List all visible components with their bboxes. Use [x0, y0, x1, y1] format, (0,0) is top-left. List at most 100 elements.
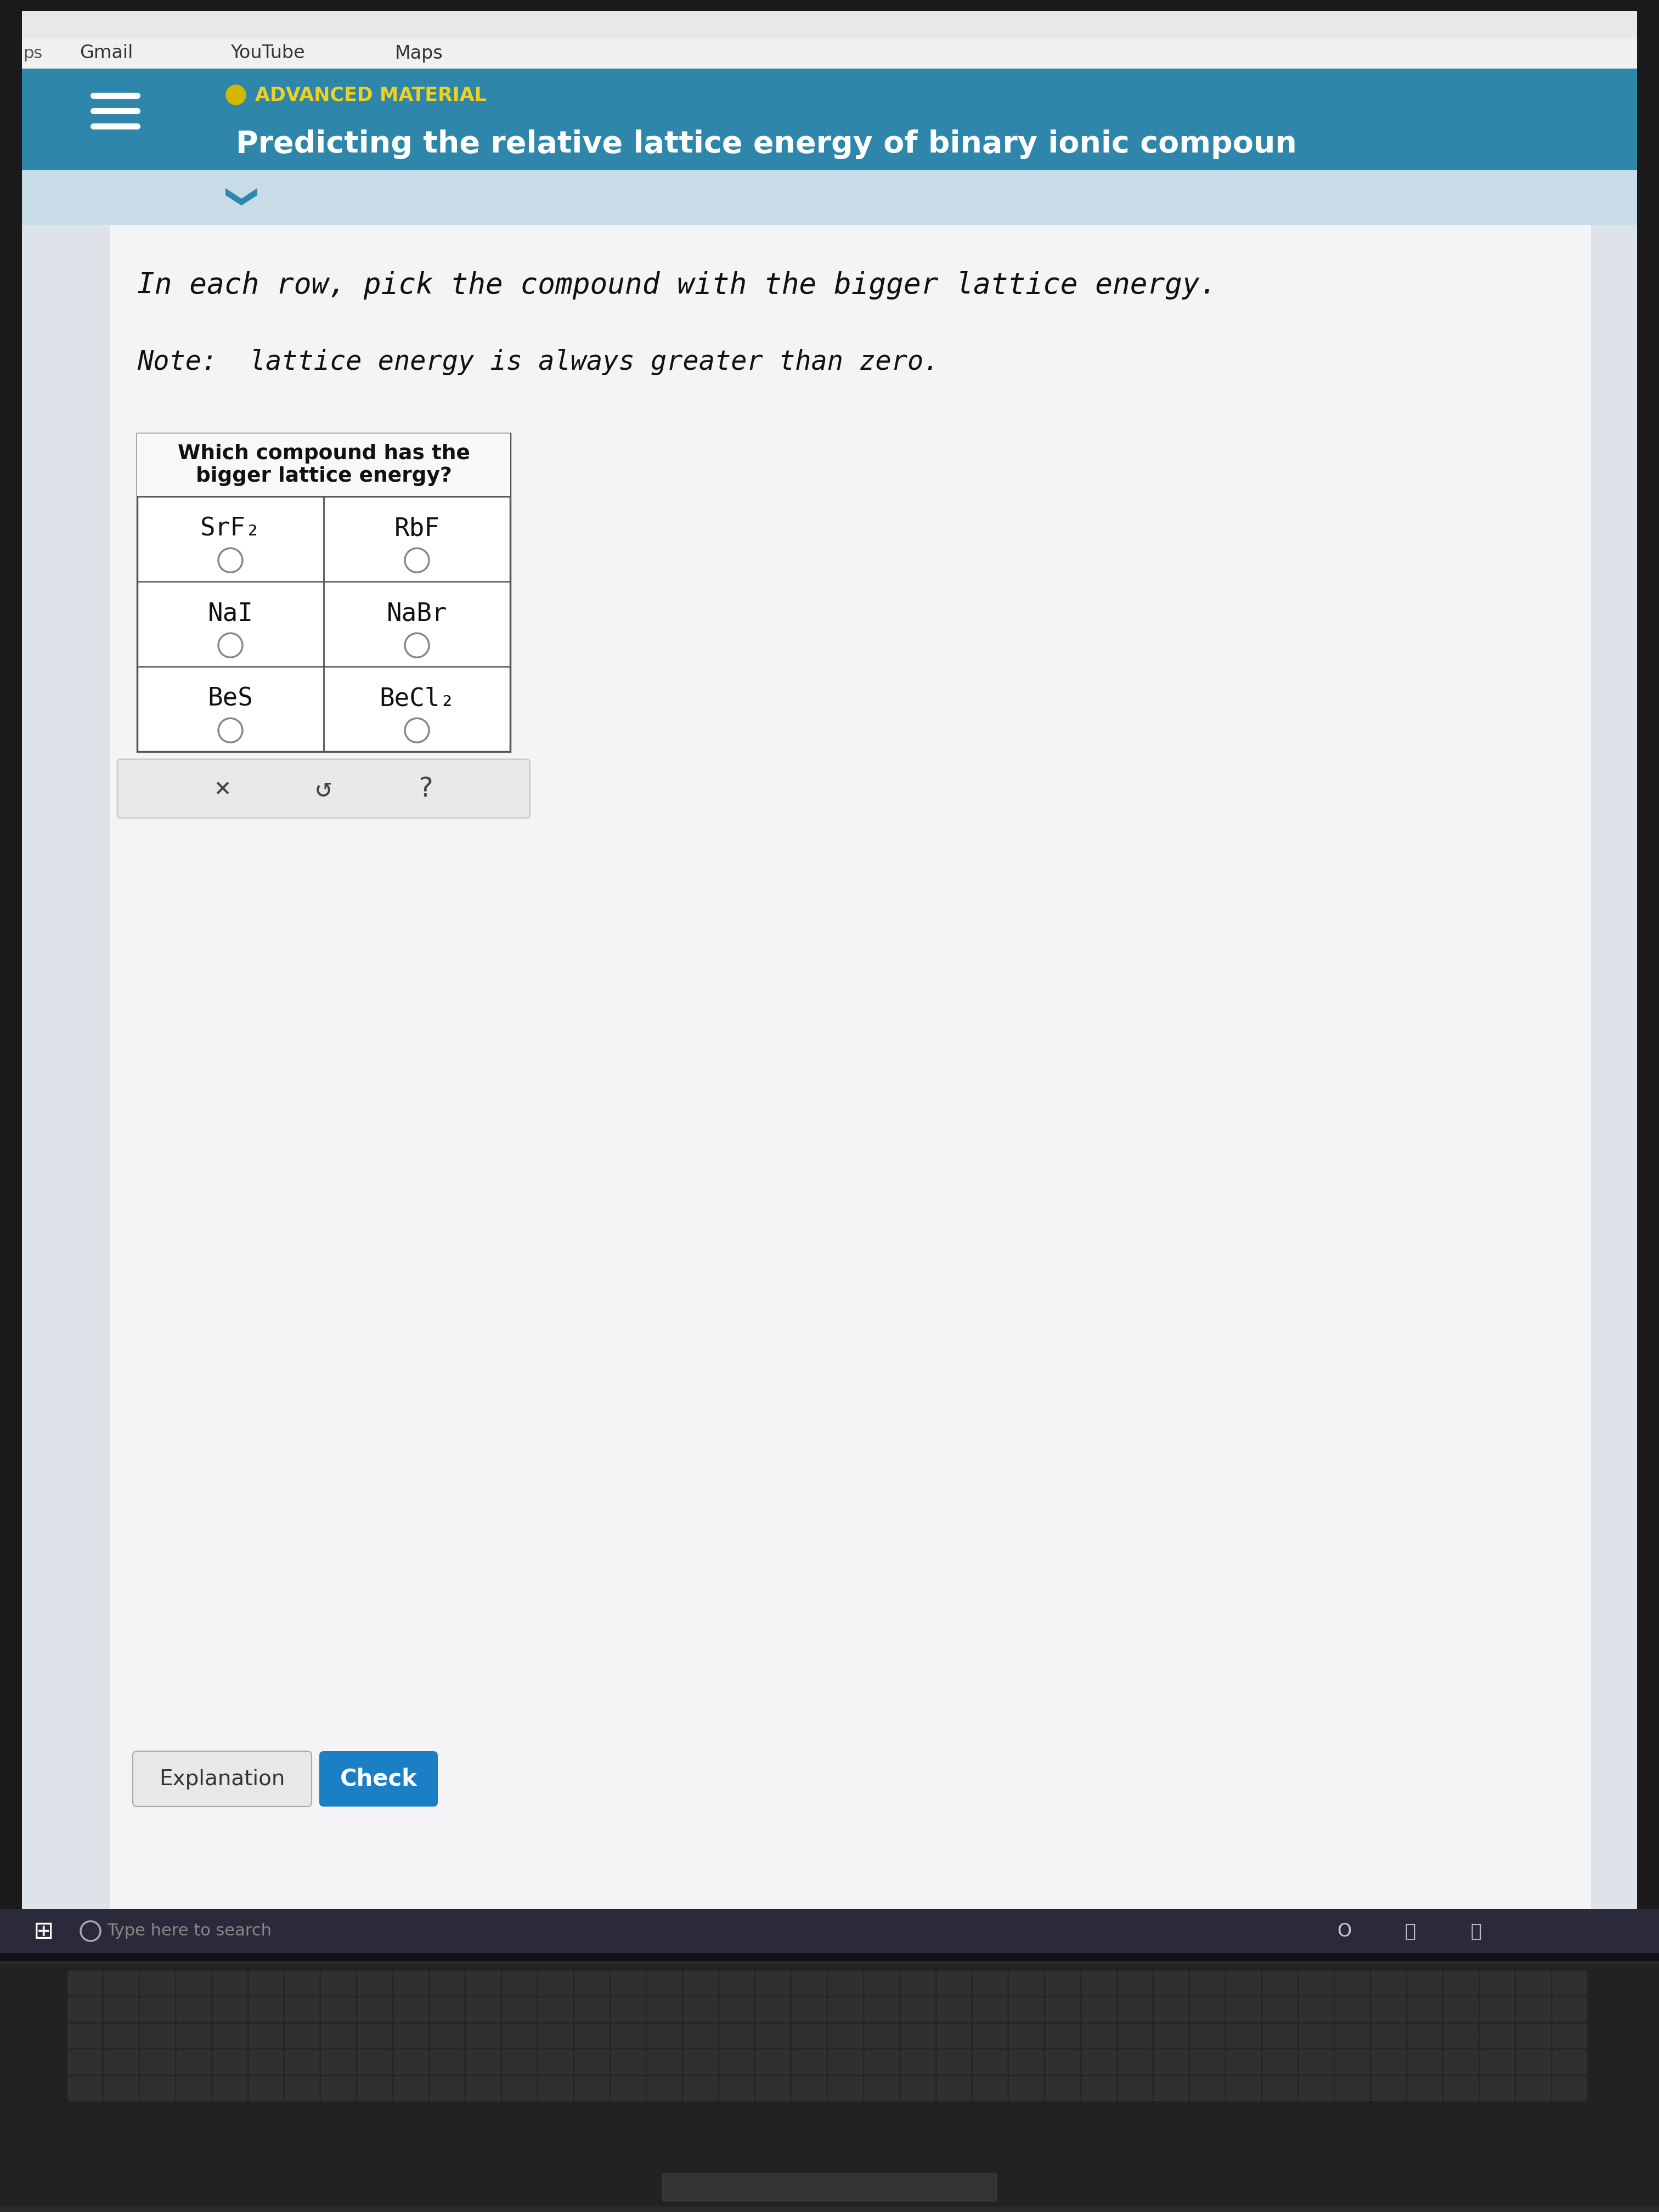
FancyBboxPatch shape	[139, 1971, 174, 1995]
FancyBboxPatch shape	[393, 2024, 428, 2048]
FancyBboxPatch shape	[755, 1997, 791, 2022]
FancyBboxPatch shape	[1553, 2024, 1588, 2048]
Text: Explanation: Explanation	[159, 1767, 285, 1790]
FancyBboxPatch shape	[972, 2075, 1007, 2101]
FancyBboxPatch shape	[936, 1997, 972, 2022]
Text: Note:  lattice energy is always greater than zero.: Note: lattice energy is always greater t…	[138, 349, 939, 376]
FancyBboxPatch shape	[103, 2024, 139, 2048]
FancyBboxPatch shape	[1370, 2051, 1407, 2075]
FancyBboxPatch shape	[176, 1997, 211, 2022]
FancyBboxPatch shape	[538, 2075, 574, 2101]
FancyBboxPatch shape	[828, 1997, 863, 2022]
FancyBboxPatch shape	[176, 2075, 211, 2101]
FancyBboxPatch shape	[1082, 2024, 1117, 2048]
Text: Maps: Maps	[395, 44, 443, 62]
FancyBboxPatch shape	[68, 1997, 103, 2022]
FancyBboxPatch shape	[285, 2051, 320, 2075]
FancyBboxPatch shape	[1553, 1971, 1588, 1995]
FancyBboxPatch shape	[1335, 1997, 1370, 2022]
FancyBboxPatch shape	[1226, 2075, 1261, 2101]
Text: BeS: BeS	[207, 686, 254, 712]
FancyBboxPatch shape	[357, 1997, 392, 2022]
FancyBboxPatch shape	[1190, 2075, 1224, 2101]
FancyBboxPatch shape	[133, 1752, 312, 1807]
FancyBboxPatch shape	[864, 2051, 899, 2075]
FancyBboxPatch shape	[1118, 1997, 1153, 2022]
Text: ❯: ❯	[221, 186, 252, 215]
FancyBboxPatch shape	[285, 2075, 320, 2101]
FancyBboxPatch shape	[1299, 2075, 1334, 2101]
FancyBboxPatch shape	[320, 1971, 357, 1995]
FancyBboxPatch shape	[1118, 1971, 1153, 1995]
FancyBboxPatch shape	[1082, 2051, 1117, 2075]
FancyBboxPatch shape	[1045, 2051, 1080, 2075]
FancyBboxPatch shape	[1407, 2051, 1442, 2075]
FancyBboxPatch shape	[1153, 2024, 1190, 2048]
FancyBboxPatch shape	[864, 2075, 899, 2101]
FancyBboxPatch shape	[611, 2051, 645, 2075]
FancyBboxPatch shape	[357, 1971, 392, 1995]
Text: ×: ×	[214, 776, 231, 801]
Text: In each row, pick the compound with the bigger lattice energy.: In each row, pick the compound with the …	[138, 272, 1218, 299]
FancyBboxPatch shape	[285, 2024, 320, 2048]
FancyBboxPatch shape	[1407, 1971, 1442, 1995]
FancyBboxPatch shape	[1480, 2051, 1515, 2075]
FancyBboxPatch shape	[684, 1997, 718, 2022]
FancyBboxPatch shape	[1190, 1971, 1224, 1995]
FancyBboxPatch shape	[357, 2024, 392, 2048]
FancyBboxPatch shape	[574, 2051, 609, 2075]
FancyBboxPatch shape	[1009, 2024, 1044, 2048]
FancyBboxPatch shape	[466, 1997, 501, 2022]
FancyBboxPatch shape	[249, 2024, 284, 2048]
FancyBboxPatch shape	[1153, 2051, 1190, 2075]
FancyBboxPatch shape	[393, 1971, 428, 1995]
FancyBboxPatch shape	[319, 1752, 438, 1807]
FancyBboxPatch shape	[1335, 2024, 1370, 2048]
FancyBboxPatch shape	[466, 2075, 501, 2101]
FancyBboxPatch shape	[357, 2051, 392, 2075]
FancyBboxPatch shape	[720, 2051, 755, 2075]
FancyBboxPatch shape	[791, 1971, 826, 1995]
FancyBboxPatch shape	[1153, 2075, 1190, 2101]
FancyBboxPatch shape	[574, 1997, 609, 2022]
FancyBboxPatch shape	[0, 0, 1659, 1964]
FancyBboxPatch shape	[755, 1971, 791, 1995]
FancyBboxPatch shape	[574, 2024, 609, 2048]
FancyBboxPatch shape	[1370, 1971, 1407, 1995]
FancyBboxPatch shape	[103, 2075, 139, 2101]
FancyBboxPatch shape	[1190, 2051, 1224, 2075]
FancyBboxPatch shape	[285, 1997, 320, 2022]
FancyBboxPatch shape	[68, 2024, 103, 2048]
FancyBboxPatch shape	[320, 1997, 357, 2022]
FancyBboxPatch shape	[828, 2075, 863, 2101]
FancyBboxPatch shape	[1190, 1997, 1224, 2022]
FancyBboxPatch shape	[828, 1971, 863, 1995]
FancyBboxPatch shape	[1516, 2075, 1551, 2101]
Text: ⊞: ⊞	[33, 1920, 55, 1942]
FancyBboxPatch shape	[647, 1997, 682, 2022]
Text: RbF: RbF	[395, 515, 440, 542]
FancyBboxPatch shape	[249, 1971, 284, 1995]
FancyBboxPatch shape	[109, 226, 1591, 1909]
FancyBboxPatch shape	[538, 1997, 574, 2022]
FancyBboxPatch shape	[1118, 2024, 1153, 2048]
FancyBboxPatch shape	[1299, 1971, 1334, 1995]
FancyBboxPatch shape	[1153, 1971, 1190, 1995]
Text: BeCl₂: BeCl₂	[378, 686, 455, 712]
FancyBboxPatch shape	[68, 2075, 103, 2101]
FancyBboxPatch shape	[22, 170, 1637, 226]
Text: NaI: NaI	[207, 602, 254, 626]
Text: O: O	[1337, 1922, 1352, 1940]
FancyBboxPatch shape	[901, 1971, 936, 1995]
Text: ⬜: ⬜	[1405, 1922, 1415, 1940]
FancyBboxPatch shape	[1335, 2075, 1370, 2101]
FancyBboxPatch shape	[212, 1971, 247, 1995]
FancyBboxPatch shape	[538, 2024, 574, 2048]
FancyBboxPatch shape	[320, 2075, 357, 2101]
FancyBboxPatch shape	[1045, 1997, 1080, 2022]
FancyBboxPatch shape	[0, 1909, 1659, 2212]
FancyBboxPatch shape	[1045, 2024, 1080, 2048]
FancyBboxPatch shape	[212, 1997, 247, 2022]
FancyBboxPatch shape	[1082, 2075, 1117, 2101]
FancyBboxPatch shape	[212, 2051, 247, 2075]
